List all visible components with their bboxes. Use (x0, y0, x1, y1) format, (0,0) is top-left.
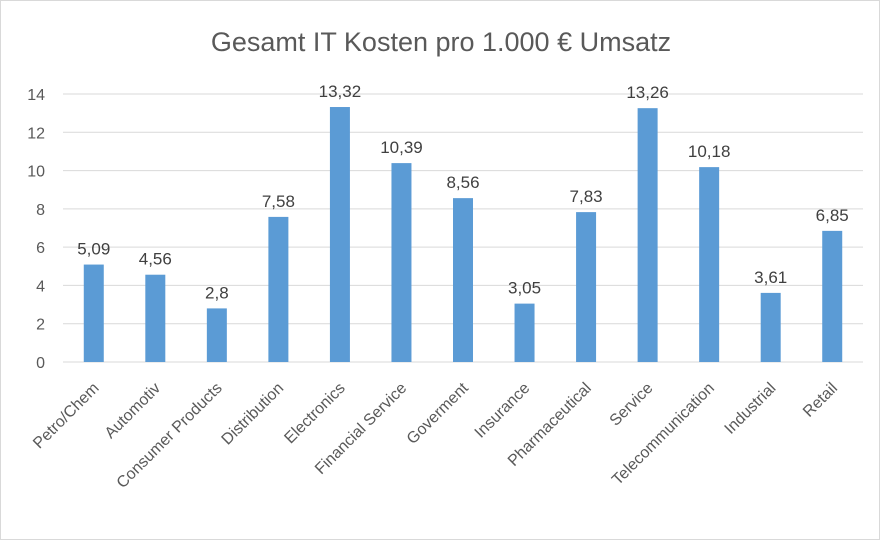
category-label: Distribution (219, 380, 288, 449)
bar (637, 108, 658, 362)
bar (453, 198, 473, 362)
category-label: Telecommunication (609, 380, 718, 489)
data-label: 7,58 (262, 192, 295, 211)
data-label: 4,56 (139, 250, 172, 269)
data-label: 10,39 (380, 138, 423, 157)
data-label: 3,05 (508, 279, 541, 298)
bar (576, 212, 597, 362)
y-tick-label: 10 (27, 164, 45, 181)
bar (822, 230, 843, 362)
data-label: 8,56 (446, 173, 479, 192)
y-tick-label: 6 (36, 240, 45, 257)
data-labels: 5,09 4,56 2,8 7,58 13,32 10,39 8,56 3,05 7,83 13,… (77, 82, 849, 302)
bar (391, 163, 412, 362)
bar (514, 303, 535, 362)
category-label: Industrial (722, 380, 780, 438)
chart-title: Gesamt IT Kosten pro 1.000 € Umsatz (210, 27, 672, 57)
data-label: 10,18 (688, 142, 731, 161)
category-label: Automotiv (102, 380, 164, 442)
bar (760, 292, 781, 362)
data-label: 2,8 (205, 283, 229, 302)
category-label: Petro/Chem (30, 380, 102, 452)
data-label: 7,83 (570, 187, 603, 206)
y-tick-label: 8 (36, 202, 45, 219)
bar (329, 107, 350, 362)
bar (145, 274, 166, 362)
data-label: 3,61 (754, 268, 787, 287)
y-tick-label: 12 (27, 125, 45, 142)
bars (83, 107, 843, 362)
category-label: Service (607, 380, 657, 430)
bar (268, 216, 289, 362)
category-label: Consumer Products (114, 380, 226, 492)
y-tick-label: 4 (36, 278, 45, 295)
category-label: Retail (800, 380, 841, 421)
data-label: 5,09 (77, 240, 110, 259)
data-label: 6,85 (816, 206, 849, 225)
category-label: Goverment (404, 379, 472, 447)
y-axis-ticks: 0 2 4 6 8 10 12 14 (27, 87, 45, 372)
category-label: Electronics (281, 380, 348, 447)
data-label: 13,32 (319, 82, 362, 101)
category-label: Insurance (472, 380, 534, 442)
data-label: 13,26 (626, 83, 669, 102)
y-tick-label: 0 (36, 355, 45, 372)
bar (699, 167, 720, 362)
y-tick-label: 2 (36, 317, 45, 334)
bar (206, 308, 227, 362)
bar (83, 264, 104, 362)
y-tick-label: 14 (27, 87, 45, 104)
